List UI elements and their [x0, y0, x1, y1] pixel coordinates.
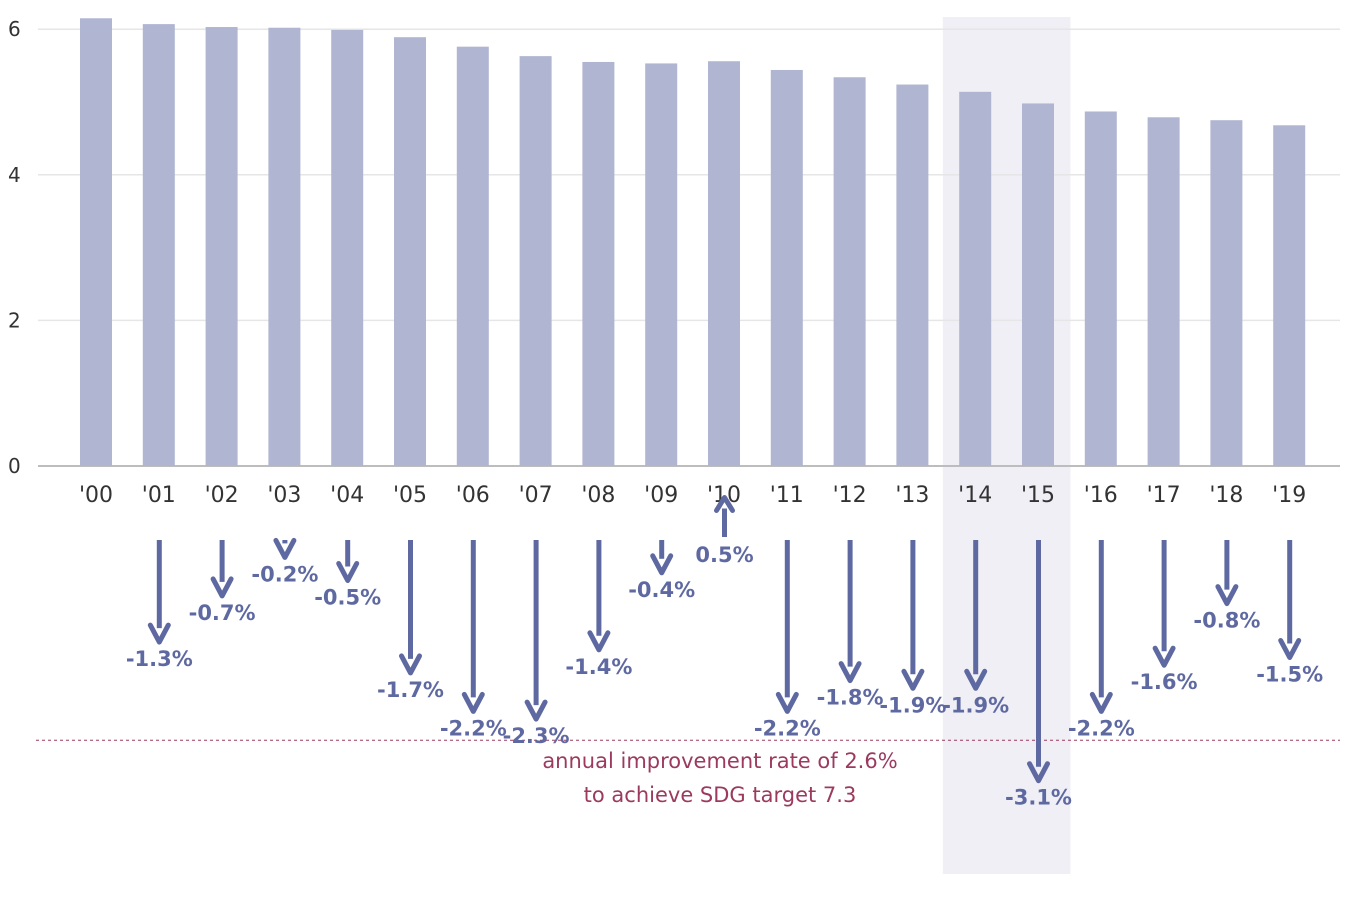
- x-tick-label: '13: [895, 483, 929, 508]
- change-label: -1.8%: [817, 686, 884, 710]
- change-arrow: [1027, 540, 1050, 784]
- bar: [1022, 103, 1054, 467]
- change-label: -2.2%: [440, 716, 507, 740]
- change-label: -0.2%: [251, 562, 318, 586]
- bar: [582, 61, 615, 467]
- y-tick-layer: 0 2 4 6: [8, 17, 21, 478]
- bar-layer: [80, 18, 1306, 467]
- change-label: -2.3%: [503, 724, 570, 748]
- change-label: -2.2%: [754, 716, 821, 740]
- change-label: -2.2%: [1068, 716, 1135, 740]
- x-tick-layer: '00'01'02'03'04'05'06'07'08'09'10'11'12 '…: [79, 483, 1306, 508]
- change-label: -1.4%: [565, 655, 632, 679]
- change-arrow: [714, 495, 735, 537]
- x-tick-label: '00: [79, 483, 113, 508]
- x-tick-label: '11: [770, 483, 804, 508]
- change-arrow: [399, 540, 422, 676]
- change-label: -1.9%: [942, 693, 1009, 717]
- target-label-line-2: to achieve SDG target 7.3: [584, 783, 857, 807]
- bar: [519, 56, 552, 467]
- change-arrow: [273, 537, 297, 560]
- x-tick-label: '03: [267, 483, 301, 508]
- change-arrow: [461, 540, 485, 714]
- change-arrow: [1278, 540, 1302, 660]
- bar: [645, 63, 678, 466]
- change-arrow: [1215, 540, 1239, 607]
- change-label: -3.1%: [1005, 786, 1072, 810]
- bar: [142, 24, 175, 466]
- y-tick-label: 4: [8, 163, 21, 187]
- change-label: -1.9%: [879, 693, 946, 717]
- bar: [1273, 125, 1306, 467]
- change-arrow: [1089, 540, 1113, 714]
- x-tick-label: '04: [330, 483, 364, 508]
- target-layer: annual improvement rate of 2.6% to achie…: [36, 739, 1340, 807]
- change-label: -0.4%: [628, 578, 695, 602]
- bar: [833, 77, 866, 467]
- change-arrow: [901, 540, 925, 691]
- bar: [1084, 111, 1117, 467]
- change-label: 0.5%: [695, 543, 753, 567]
- change-label: -1.6%: [1131, 670, 1198, 694]
- x-tick-label: '19: [1272, 483, 1306, 508]
- change-arrow: [147, 540, 171, 645]
- bar: [394, 37, 426, 466]
- y-tick-label: 2: [8, 308, 21, 332]
- x-tick-label: '15: [1021, 483, 1055, 508]
- change-label: -1.5%: [1256, 663, 1323, 687]
- x-tick-label: '14: [958, 483, 992, 508]
- x-tick-label: '18: [1209, 483, 1243, 508]
- change-label: -0.5%: [314, 586, 381, 610]
- change-label: -1.3%: [126, 647, 193, 671]
- change-arrow: [336, 540, 360, 583]
- change-arrow: [650, 540, 674, 576]
- bar: [959, 91, 992, 467]
- x-tick-label: '12: [833, 483, 867, 508]
- change-label: -0.8%: [1193, 609, 1260, 633]
- bar: [1210, 120, 1243, 466]
- y-tick-label: 0: [8, 454, 21, 478]
- x-tick-label: '01: [142, 483, 176, 508]
- x-tick-label: '02: [205, 483, 239, 508]
- change-arrow: [775, 540, 799, 714]
- change-label: -0.7%: [189, 601, 256, 625]
- x-tick-label: '06: [456, 483, 490, 508]
- x-tick-label: '08: [581, 483, 615, 508]
- x-tick-label: '09: [644, 483, 678, 508]
- grid-layer: [38, 28, 1340, 467]
- x-tick-label: '07: [519, 483, 553, 508]
- change-arrow: [524, 540, 548, 722]
- annual-change-arrow-layer: -1.3%-0.7%-0.2%-0.5%-1.7%-2.2%-2.3%-1.4%…: [126, 495, 1323, 810]
- change-arrow: [1152, 540, 1176, 668]
- bar: [80, 18, 112, 467]
- change-arrow: [964, 540, 988, 691]
- change-arrow: [210, 540, 234, 599]
- change-arrow: [838, 540, 862, 684]
- bar: [770, 69, 803, 466]
- change-arrow: [587, 540, 611, 653]
- change-label: -1.7%: [377, 678, 444, 702]
- bar: [456, 46, 489, 467]
- x-tick-label: '05: [393, 483, 427, 508]
- bar: [268, 27, 301, 467]
- target-label-line-1: annual improvement rate of 2.6%: [542, 749, 897, 773]
- bar: [1147, 117, 1180, 467]
- y-tick-label: 6: [8, 17, 21, 41]
- x-tick-label: '17: [1147, 483, 1181, 508]
- bar: [708, 61, 740, 467]
- bar: [896, 84, 929, 466]
- bar: [331, 29, 364, 466]
- x-tick-label: '16: [1084, 483, 1118, 508]
- bar: [205, 27, 238, 467]
